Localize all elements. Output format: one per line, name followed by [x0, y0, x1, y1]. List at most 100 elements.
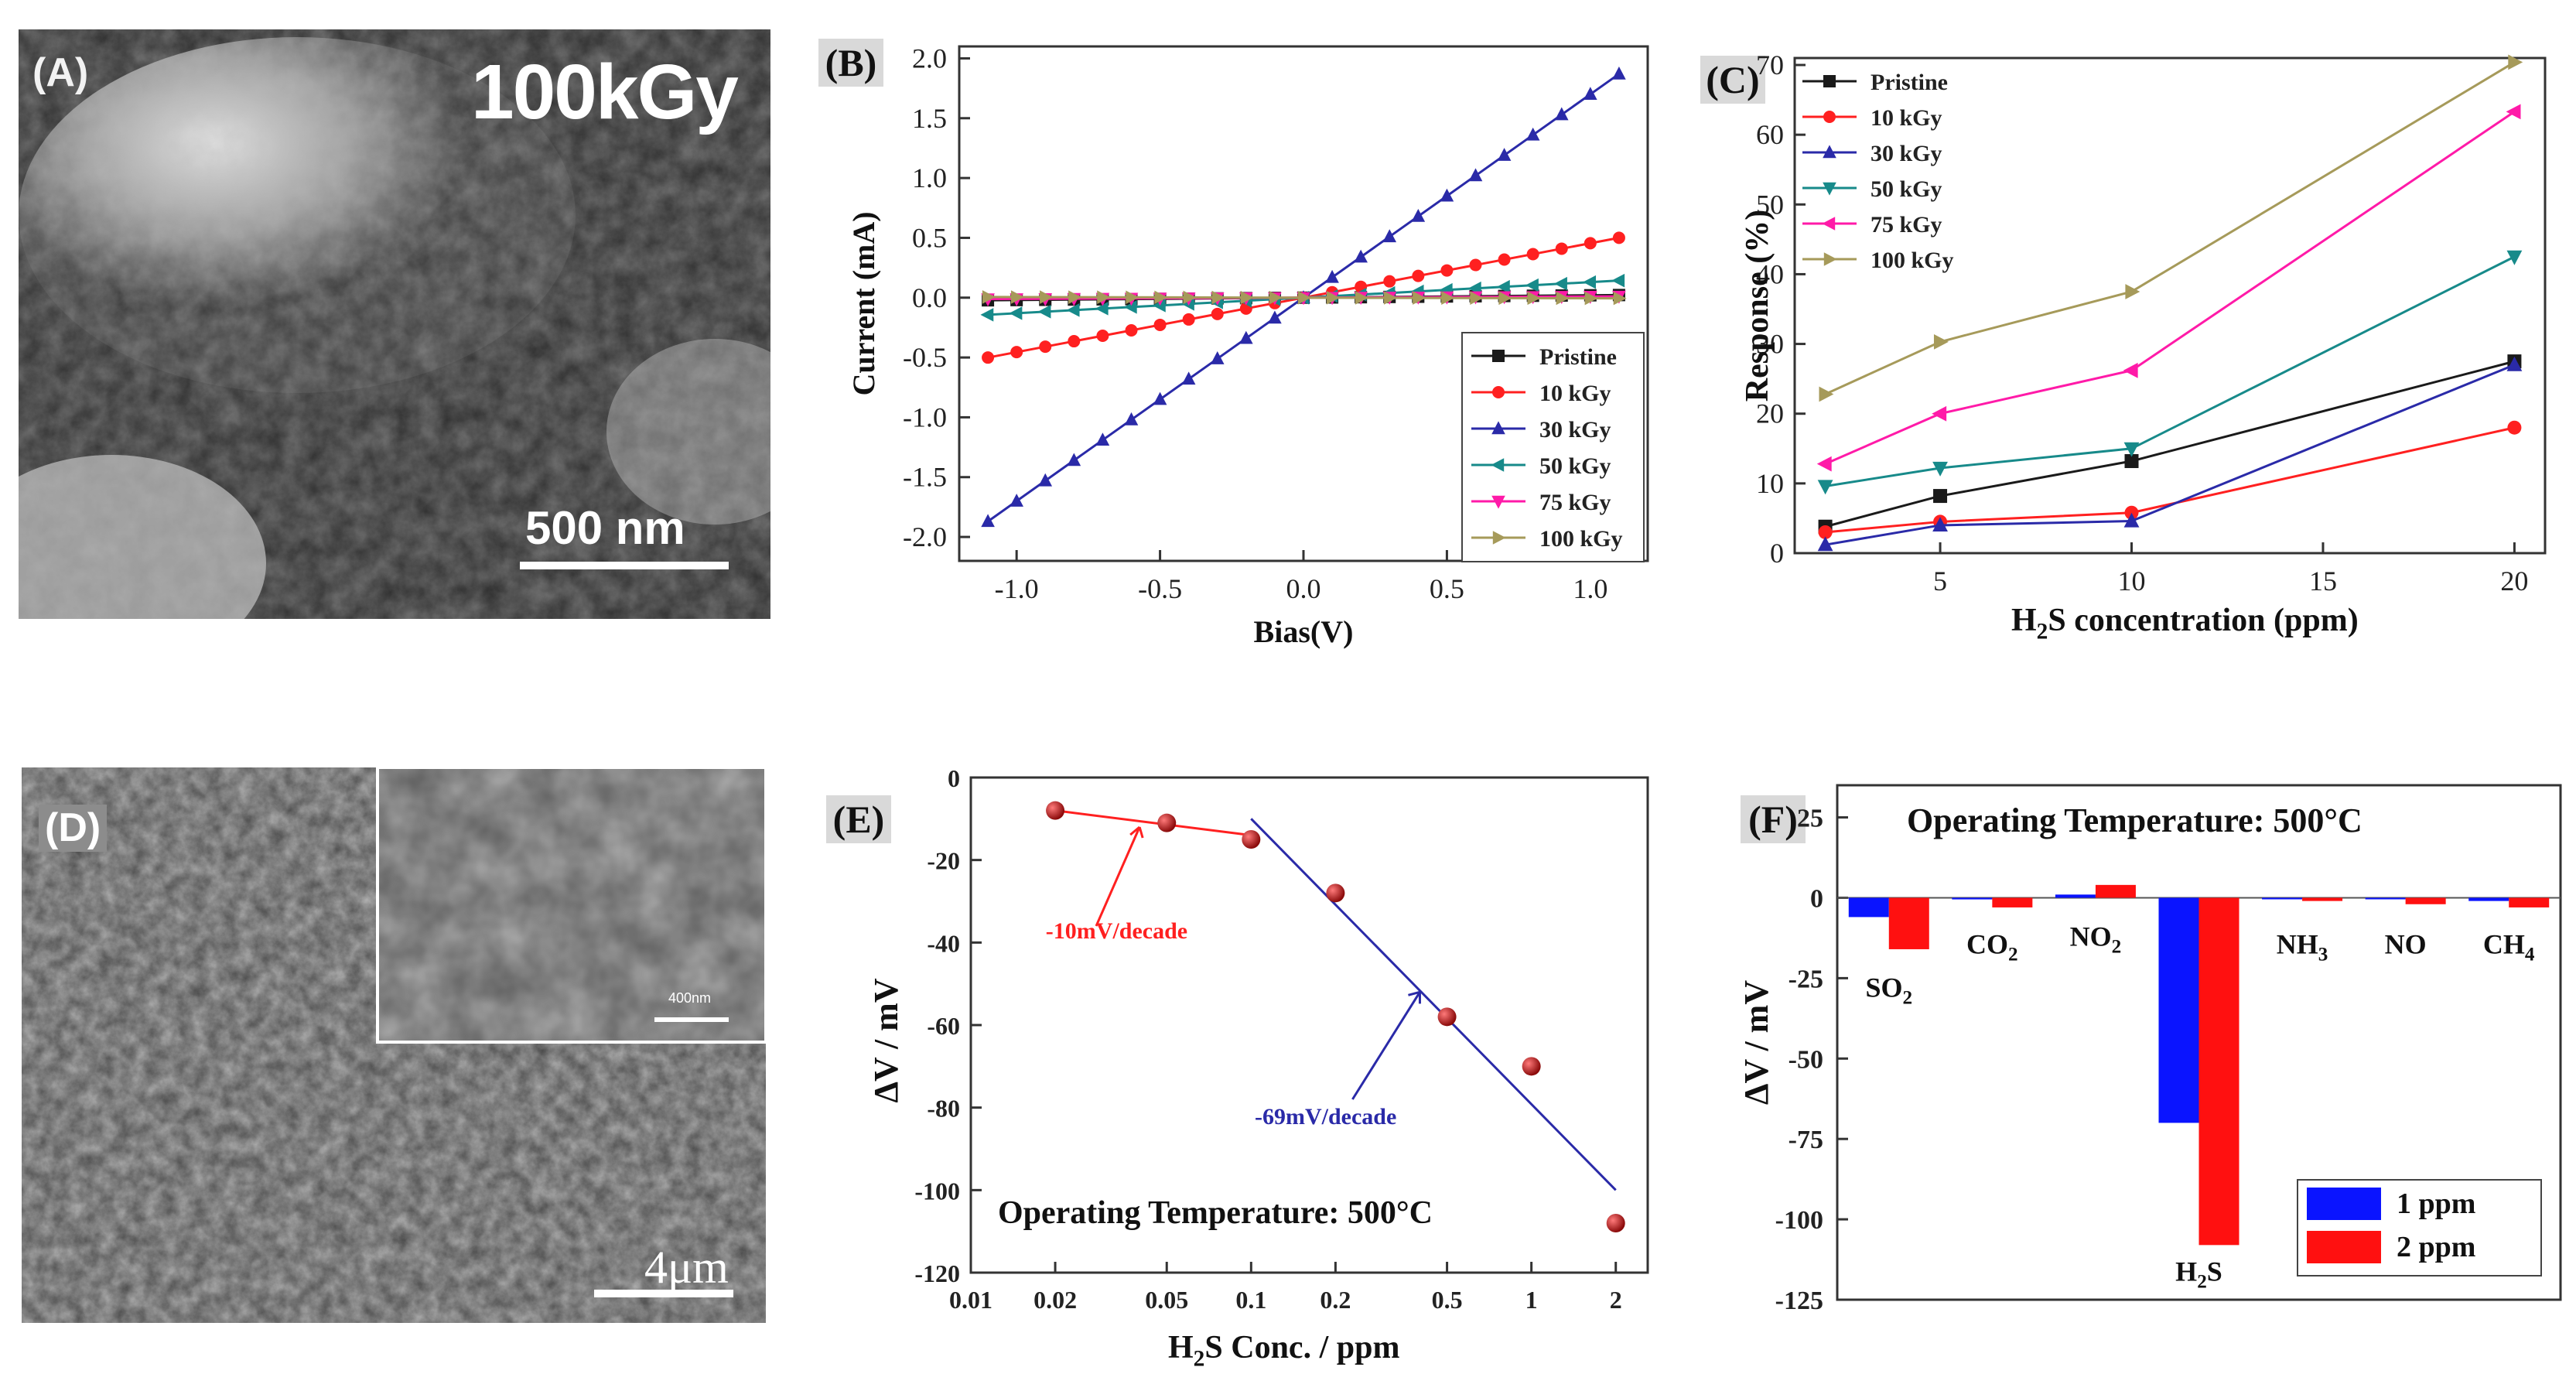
data-point: [1383, 275, 1396, 288]
data-point: [1468, 168, 1483, 182]
annotation-arrow: [1095, 826, 1141, 927]
data-point: [2123, 442, 2140, 457]
series-75-kgy: [1816, 104, 2521, 472]
data-point: [1297, 290, 1311, 305]
y-tick-label: -125: [1775, 1287, 1823, 1315]
series-100-kgy: [1819, 54, 2523, 402]
bar-h2s-2-ppm: [2198, 897, 2239, 1246]
series-line: [1824, 111, 2516, 465]
data-point: [2506, 250, 2523, 265]
data-point: [1525, 127, 1540, 141]
data-point: [1067, 453, 1081, 467]
legend-swatch: [2307, 1188, 2381, 1220]
y-tick-label: -20: [927, 847, 960, 875]
legend-marker: [1492, 350, 1505, 362]
panel-label-text: (E): [833, 798, 885, 841]
data-point: [1584, 87, 1597, 101]
data-point: [1046, 801, 1065, 820]
category-label-nh3: NH3: [2277, 928, 2328, 965]
y-tick-label: 70: [1756, 50, 1784, 80]
legend-marker: [1823, 145, 1836, 159]
data-point: [1010, 346, 1023, 359]
annotation-arrowhead: [1129, 825, 1144, 839]
data-point: [1040, 290, 1053, 304]
y-tick-label: 0.5: [912, 222, 947, 253]
bar-nh3-2-ppm: [2302, 897, 2343, 901]
fit-line-1: [1054, 809, 1252, 837]
y-tick-label: 0: [948, 764, 960, 792]
panel-label-e: (E): [826, 795, 891, 843]
chart-title: Operating Temperature: 500°C: [1907, 801, 2362, 839]
data-point: [1153, 391, 1167, 405]
data-point: [1612, 66, 1626, 80]
data-point: [1068, 335, 1081, 348]
sem-image-a: (A) 100kGy 500 nm: [19, 29, 770, 619]
legend-label: Pristine: [1539, 344, 1617, 370]
bar-no2-2-ppm: [2095, 884, 2136, 898]
x-tick-label: -0.5: [1138, 573, 1182, 604]
y-tick-label: 0.0: [912, 282, 947, 313]
data-point: [1325, 269, 1339, 283]
data-point: [980, 308, 994, 322]
data-point: [1818, 525, 1833, 539]
bar-no-2-ppm: [2405, 897, 2446, 904]
data-point: [1210, 351, 1225, 364]
data-point: [1498, 291, 1512, 306]
bar-so2-1-ppm: [1848, 897, 1889, 918]
x-tick-label: 0.5: [1430, 573, 1464, 604]
series-pristine: [1818, 354, 2522, 534]
category-label-so2: SO2: [1865, 972, 1912, 1008]
data-point: [1613, 291, 1627, 306]
series-50-kgy: [980, 273, 1625, 322]
legend-label: 50 kGy: [1871, 176, 1942, 202]
data-point: [1440, 188, 1454, 202]
legend: Pristine 10 kGy 30 kGy 50 kGy 75 kGy 100 kGy: [1802, 70, 1954, 273]
data-point: [1411, 209, 1426, 222]
legend-label: 50 kGy: [1539, 453, 1611, 479]
legend-marker: [1492, 531, 1506, 545]
legend-swatch: [2307, 1231, 2381, 1263]
bar-no-1-ppm: [2365, 897, 2406, 900]
legend-label: 30 kGy: [1871, 141, 1942, 166]
legend: Pristine 10 kGy 30 kGy 50 kGy 75 kGy 100 kGy: [1461, 332, 1645, 562]
plot-frame: [1793, 56, 2547, 555]
chart-c: (C) 5 10 15 20 0 10 20 30 40 50 60 70 H2S concentrati…: [1700, 50, 2547, 644]
x-tick-label: 20: [2500, 566, 2528, 596]
x-tick-label: 1: [1525, 1286, 1538, 1314]
x-tick-label: 0.5: [1432, 1286, 1463, 1314]
chart-e: (E) 0.01 0.02 0.05 0.1 0.2 0.5 1 2 0 -20 -40 -60 -80 -…: [826, 764, 1649, 1372]
panel-label-b: (B): [818, 39, 883, 87]
y-tick-label: -25: [1789, 965, 1823, 993]
data-point: [1239, 330, 1253, 344]
data-point: [1096, 330, 1109, 343]
legend-marker: [1492, 386, 1505, 398]
x-tick-label: 0.01: [949, 1286, 992, 1314]
data-point: [1817, 480, 1833, 495]
series-line: [1825, 364, 2515, 546]
data-point: [2506, 104, 2521, 120]
y-tick-label: 60: [1756, 119, 1784, 150]
data-point: [1469, 258, 1482, 272]
y-tick-label: -1.5: [903, 462, 947, 493]
legend-label: 10 kGy: [1871, 105, 1942, 131]
y-tick-label: 20: [1756, 398, 1784, 429]
data-point: [1066, 303, 1080, 317]
scale-bar-a: [520, 562, 729, 569]
panel-label-text: (F): [1748, 798, 1798, 841]
data-point: [1413, 291, 1426, 305]
data-point: [982, 290, 996, 304]
y-axis-label: ΔV / mV: [1737, 980, 1775, 1105]
annotation-text: -69mV/decade: [1255, 1104, 1396, 1130]
data-point: [1584, 291, 1598, 306]
data-point: [1440, 264, 1454, 277]
series-line: [1825, 360, 2515, 528]
x-tick-label: 0.05: [1145, 1286, 1188, 1314]
data-point: [1125, 323, 1138, 337]
legend-marker: [1823, 252, 1837, 266]
y-tick-label: 0: [1770, 538, 1784, 569]
fit-line-2: [1250, 818, 1617, 1191]
inset-scale-label: 400nm: [668, 990, 712, 1006]
series-line: [1825, 426, 2515, 534]
panel-label-d: (D): [39, 805, 108, 853]
data-point: [1932, 517, 1948, 532]
